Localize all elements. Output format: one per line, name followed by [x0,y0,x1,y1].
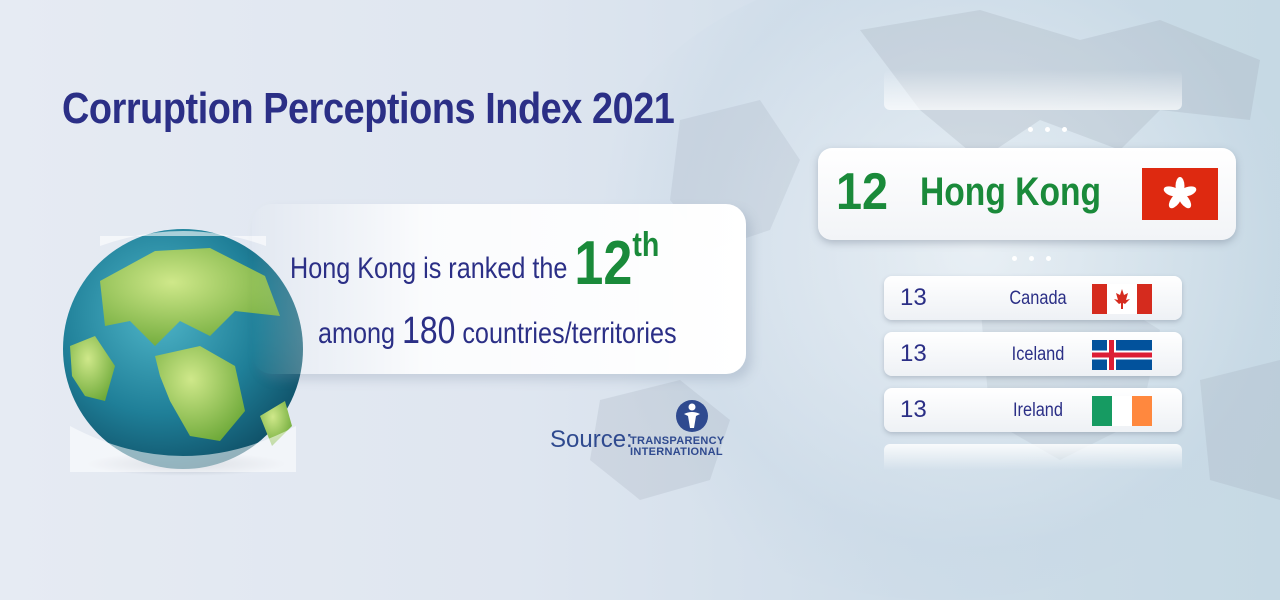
globe-icon [63,229,303,472]
ireland-flag-icon [1092,396,1152,426]
highlight-rank: 12 [836,163,889,221]
row-name: Ireland [1013,400,1063,421]
list-item-ireland: 13 Ireland [884,388,1182,432]
ranking-panel [252,204,746,374]
ranking-countries-text: countries/territories [462,317,677,350]
source-credit: Source: TRANSPARENCY INTERNATIONAL [550,398,750,462]
separator-dots-top [1028,127,1067,132]
ranking-among-text: among [318,317,396,350]
ranking-total-count: 180 [402,310,456,352]
iceland-flag-icon [1092,340,1152,370]
ranking-suffix: th [632,226,660,264]
list-item-iceland: 13 Iceland [884,332,1182,376]
list-top-fade-panel [884,70,1182,110]
row-name: Canada [1009,288,1067,309]
ranking-intro-text: Hong Kong is ranked the [290,252,568,285]
source-label: Source: [550,426,633,453]
canada-flag-icon [1092,284,1152,314]
row-rank: 13 [900,396,927,423]
ranking-line-2: among 180 countries/territories [318,310,677,353]
source-organization: TRANSPARENCY INTERNATIONAL [630,436,724,458]
row-rank: 13 [900,340,927,367]
highlight-name: Hong Kong [920,170,1102,214]
hong-kong-flag-icon [1142,168,1218,220]
ranking-line-1: Hong Kong is ranked the 12th [290,226,659,299]
row-name: Iceland [1011,344,1065,365]
list-item-canada: 13 Canada [884,276,1182,320]
separator-dots-middle [1012,256,1051,261]
row-rank: 13 [900,284,927,311]
source-org-line-1: TRANSPARENCY [630,435,725,447]
ranking-number: 12 [574,229,633,298]
transparency-international-logo-icon [676,400,708,432]
list-bottom-fade-panel [884,444,1182,470]
page-title: Corruption Perceptions Index 2021 [62,84,675,133]
source-org-line-2: INTERNATIONAL [630,446,723,458]
